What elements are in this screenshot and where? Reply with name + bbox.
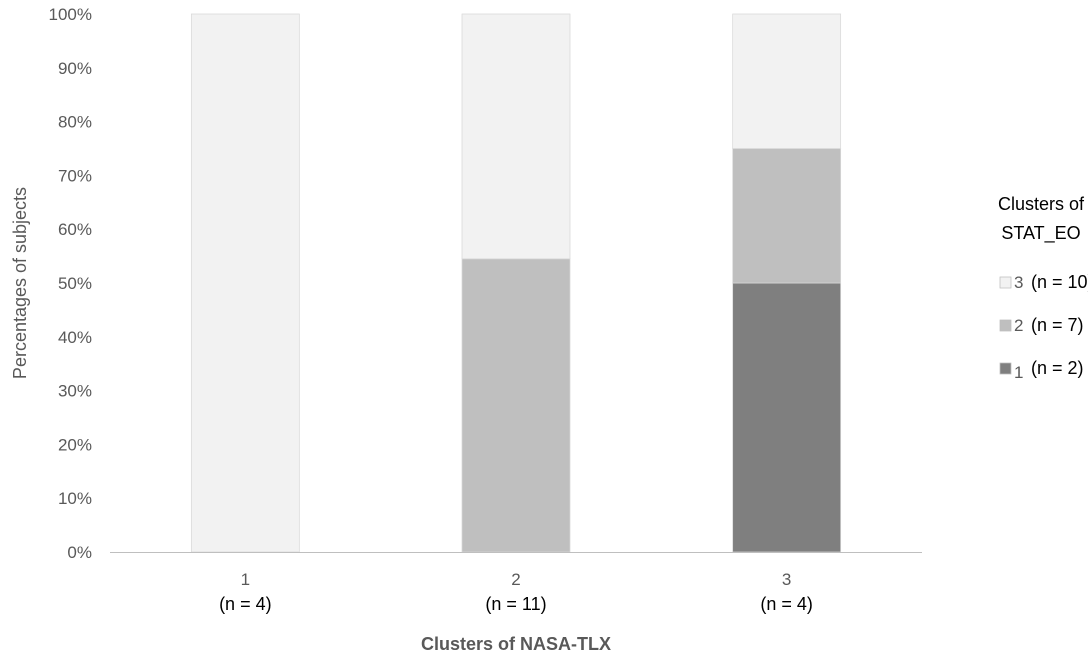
bar-segment-3-series-2 [732,148,842,284]
y-tick-label: 70% [58,166,92,185]
legend-series-count: (n = 10) [1031,272,1088,292]
legend-series-count: (n = 7) [1031,315,1084,335]
bar-segment-3-series-1 [732,282,842,553]
x-tick-label: 2 [511,570,520,589]
bar-segment-2-series-2 [461,258,571,553]
y-tick-label: 100% [49,5,92,24]
legend: Clusters of STAT_EO 3 (n = 10) 2 (n = 7) 1 (n =… [998,194,1088,382]
bar-segment-3-series-3 [732,13,842,149]
x-tick-count: (n = 4) [219,594,272,614]
y-tick-label: 40% [58,328,92,347]
bar-segment-1-series-3 [190,13,300,553]
legend-series-name: 1 [1014,363,1023,382]
x-tick-label: 1 [241,570,250,589]
legend-series-name: 2 [1014,316,1023,335]
legend-swatch-2 [999,319,1012,332]
x-axis-title: Clusters of NASA-TLX [421,634,611,654]
y-axis-title: Percentages of subjects [10,187,30,379]
legend-swatch-3 [999,276,1012,289]
legend-series-count: (n = 2) [1031,358,1084,378]
bars [190,13,842,553]
x-tick-count: (n = 4) [760,594,813,614]
x-tick-label: 3 [782,570,791,589]
legend-swatch-1 [999,362,1012,375]
y-tick-label: 80% [58,113,92,132]
legend-series-name: 3 [1014,273,1023,292]
legend-title-line: STAT_EO [1001,223,1080,244]
bar-segment-2-series-3 [461,13,571,260]
y-tick-label: 0% [67,543,92,562]
y-tick-label: 10% [58,489,92,508]
y-tick-label: 50% [58,274,92,293]
y-tick-label: 20% [58,435,92,454]
y-axis: 0% 10% 20% 30% 40% 50% 60% 70% 80% 90% 100% [49,5,92,562]
x-tick-count: (n = 11) [485,594,546,614]
legend-title-line: Clusters of [998,194,1085,214]
y-tick-label: 30% [58,382,92,401]
y-tick-label: 90% [58,59,92,78]
y-tick-label: 60% [58,220,92,239]
x-axis: 1 (n = 4) 2 (n = 11) 3 (n = 4) [219,570,813,614]
